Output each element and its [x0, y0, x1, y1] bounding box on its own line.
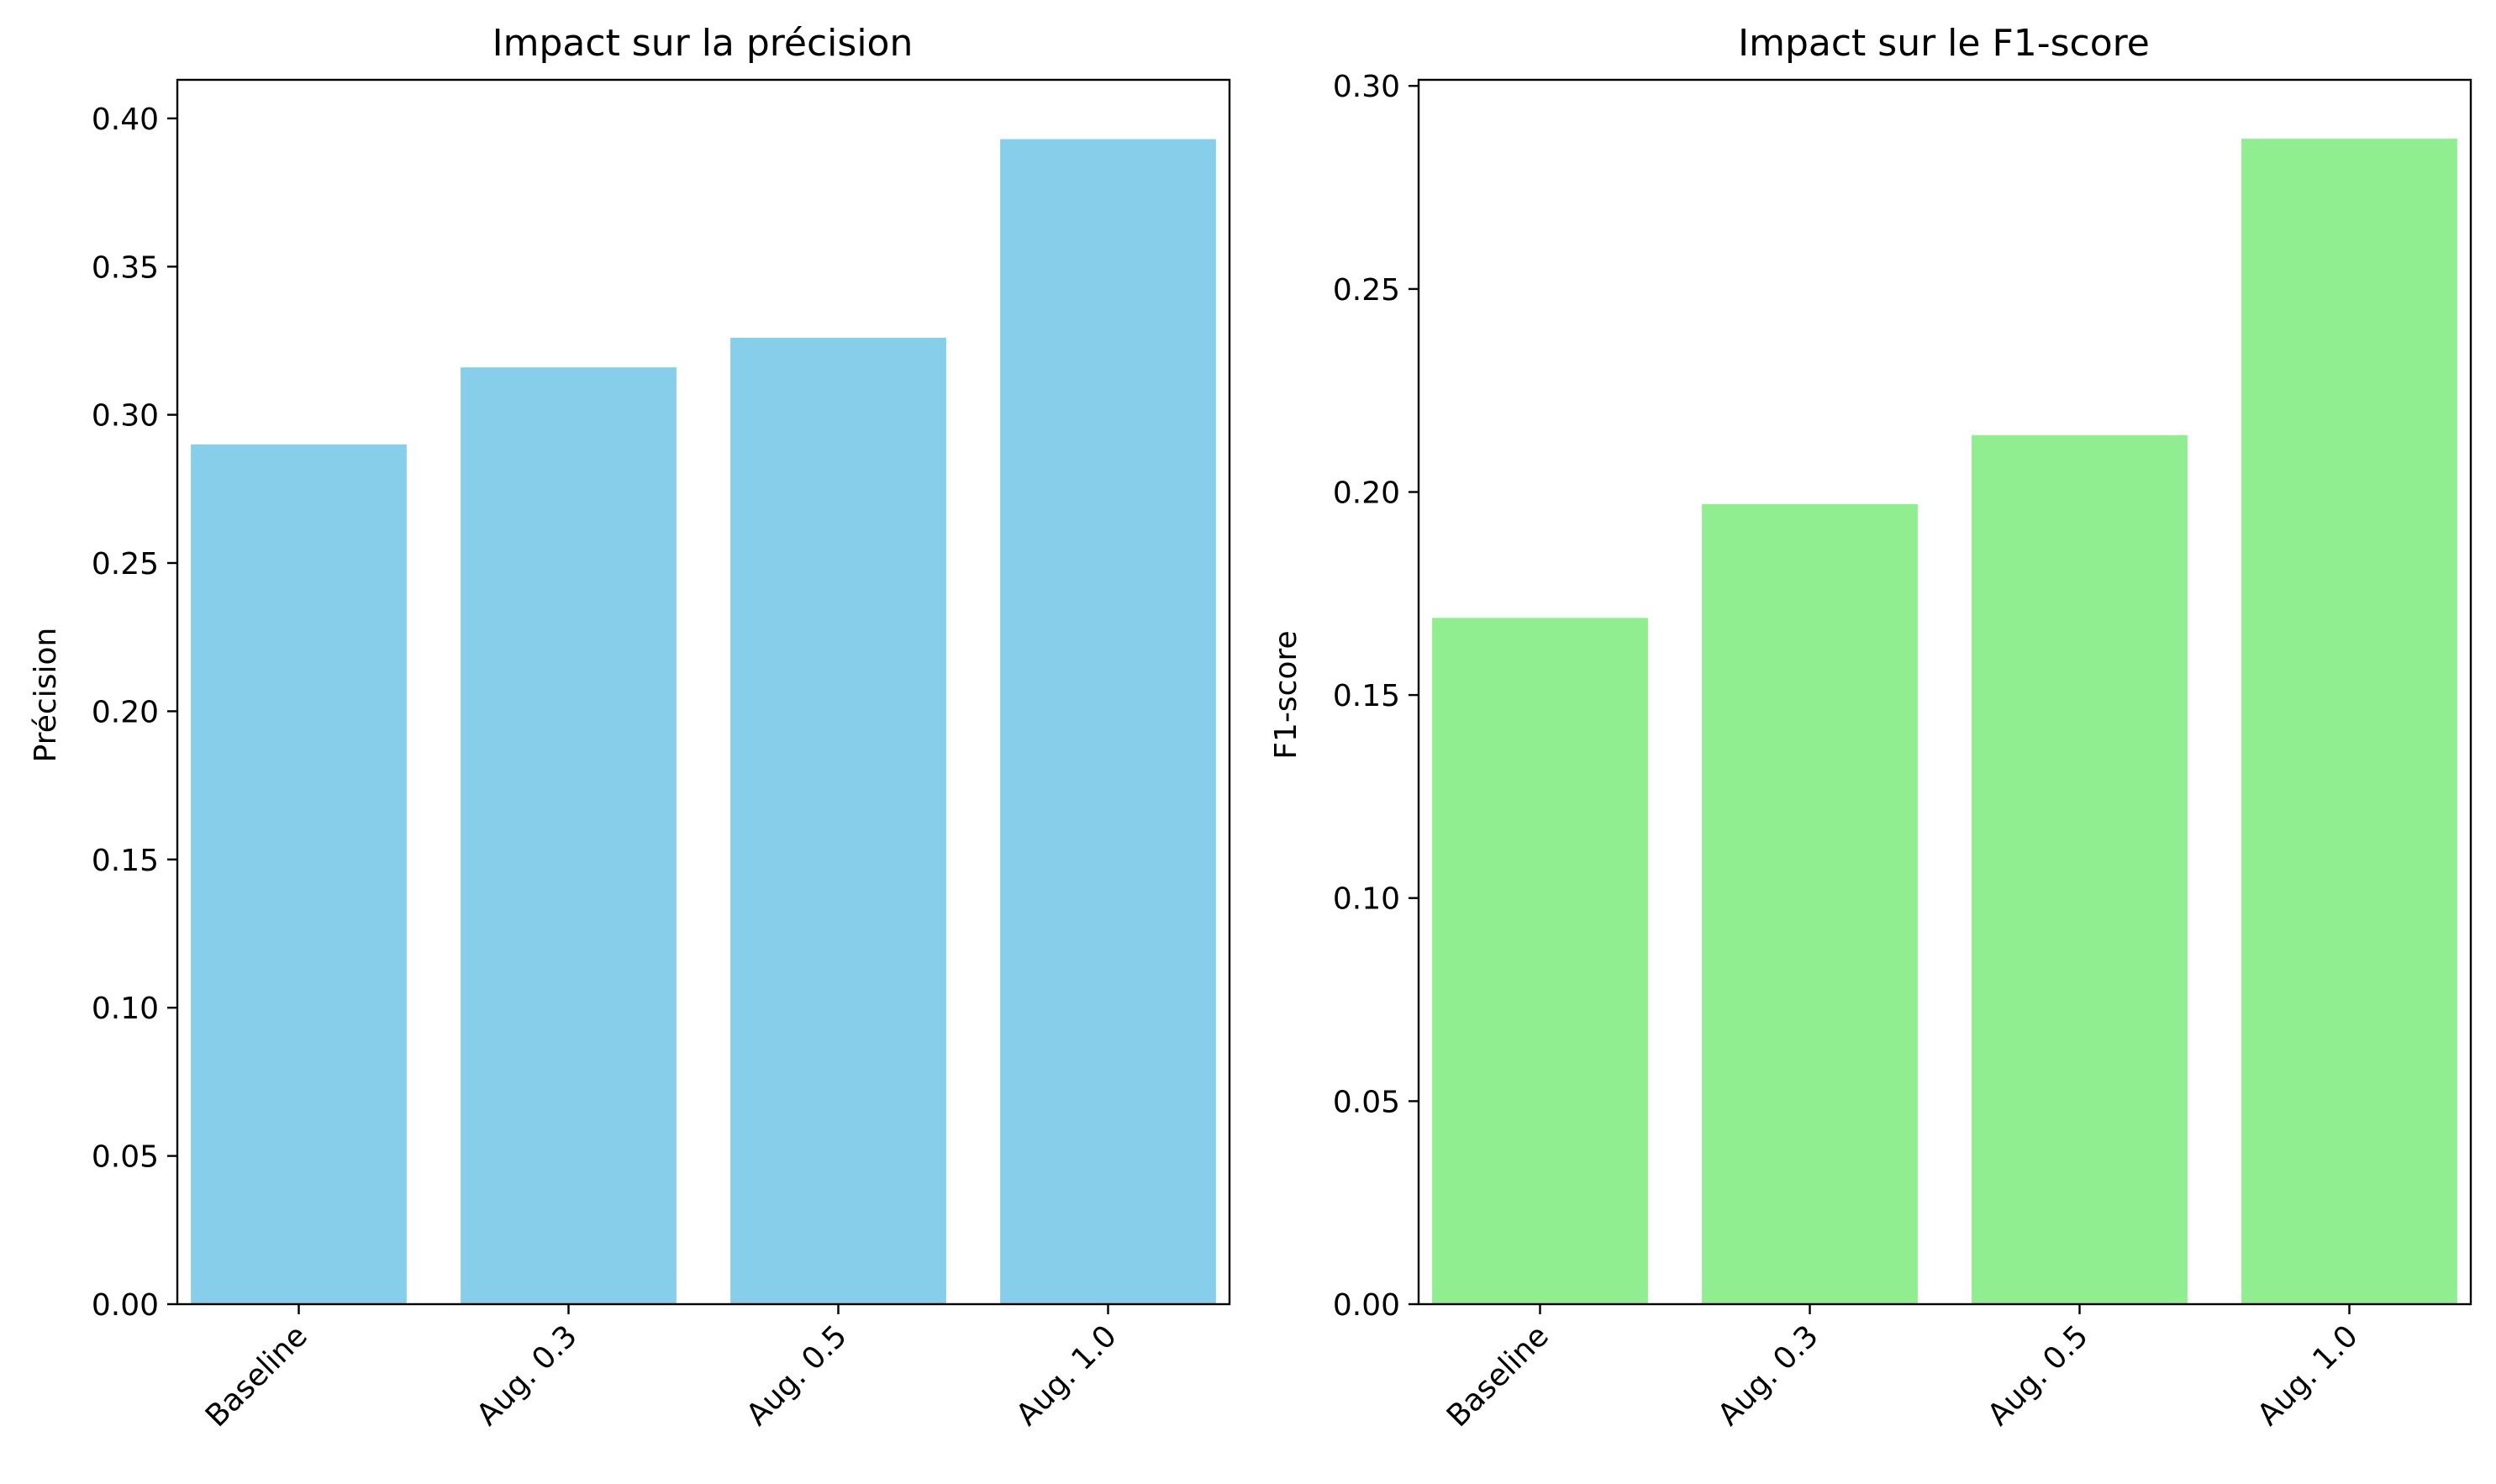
precision-y-tick-label-8: 0.40 — [92, 103, 159, 137]
f1-score-y-tick-label-2: 0.10 — [1333, 882, 1400, 917]
f1-score-plot-frame — [1417, 78, 2472, 1306]
precision-y-tick-label-3: 0.15 — [92, 844, 159, 878]
precision-bar-0 — [191, 444, 407, 1304]
precision-bar-3 — [1000, 139, 1216, 1305]
f1-score-bars — [1432, 139, 2457, 1305]
precision-y-tick-label-6: 0.30 — [92, 399, 159, 434]
f1-score-y-tick-label-4: 0.20 — [1333, 476, 1400, 511]
f1-score-chart-title: Impact sur le F1-score — [1738, 22, 2150, 65]
precision-chart-title: Impact sur la précision — [492, 22, 914, 65]
f1-score-y-ticks: 0.00 0.05 0.10 0.15 0.20 0.25 0.30 — [1333, 70, 1419, 1323]
precision-bar-1 — [461, 367, 677, 1305]
precision-y-ticks: 0.00 0.05 0.10 0.15 0.20 0.25 0.30 0.35 0.40 — [92, 103, 177, 1323]
f1-score-bar-2 — [1972, 434, 2188, 1304]
precision-y-tick-label-7: 0.35 — [92, 250, 159, 285]
precision-y-tick-label-1: 0.05 — [92, 1140, 159, 1175]
precision-y-tick-label-0: 0.00 — [92, 1288, 159, 1323]
f1-score-y-tick-label-0: 0.00 — [1333, 1288, 1400, 1323]
precision-y-tick-label-2: 0.10 — [92, 992, 159, 1026]
precision-y-tick-label-4: 0.20 — [92, 695, 159, 729]
f1-score-bar-1 — [1702, 504, 1918, 1304]
precision-y-axis-label: Précision — [29, 628, 63, 763]
f1-score-y-tick-label-1: 0.05 — [1333, 1085, 1400, 1119]
f1-score-y-tick-label-3: 0.15 — [1333, 679, 1400, 713]
precision-plot-frame — [176, 78, 1231, 1306]
precision-chart-panel: Impact sur la précision Précision 0.000.… — [29, 22, 1231, 1434]
f1-score-bar-3 — [2241, 139, 2457, 1305]
precision-y-tick-label-5: 0.25 — [92, 547, 159, 581]
f1-score-y-tick-label-5: 0.25 — [1333, 273, 1400, 308]
f1-score-y-axis-label: F1-score — [1269, 630, 1303, 759]
f1-score-y-tick-label-6: 0.30 — [1333, 70, 1400, 104]
f1-score-bar-0 — [1432, 618, 1648, 1304]
precision-bar-2 — [730, 337, 946, 1304]
precision-bars — [191, 139, 1216, 1305]
